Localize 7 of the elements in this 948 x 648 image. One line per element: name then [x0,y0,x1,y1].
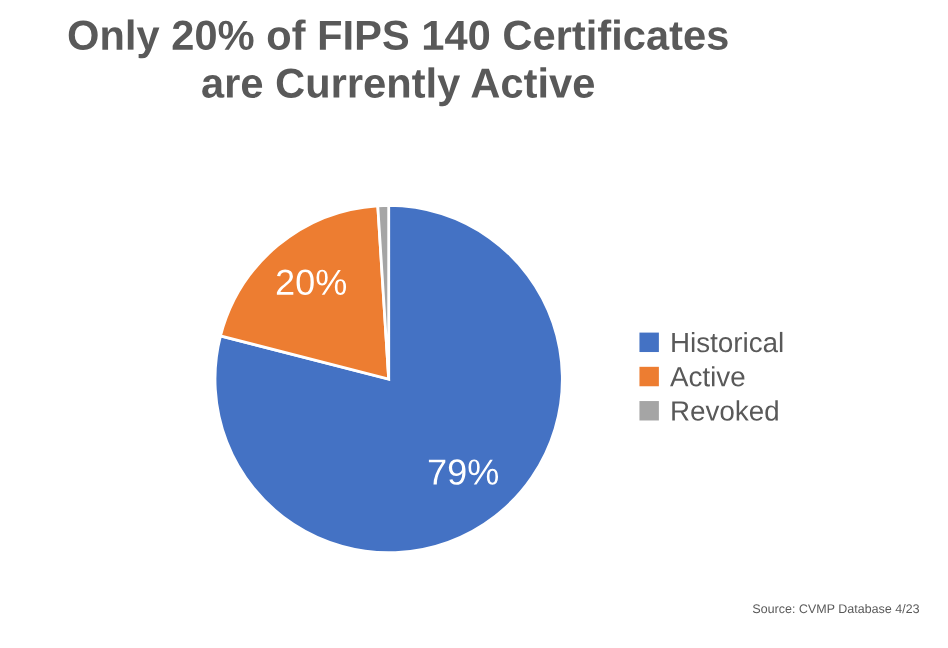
data-label: 20% [276,269,347,296]
legend-label: Revoked [672,400,778,421]
data-label: 79% [428,459,499,485]
chart-title: Only 20% of FIPS 140 Certificates are Currently Active [68,19,728,107]
legend-label: Active [670,366,745,387]
pie-slice [213,204,564,555]
legend-label: Historical [672,331,783,353]
